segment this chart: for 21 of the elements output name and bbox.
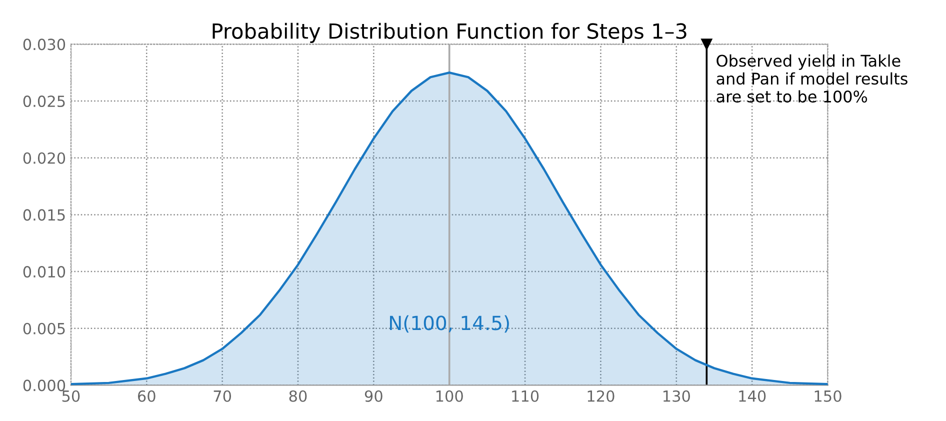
y-tick-label: 0.030 (23, 38, 66, 50)
x-tick-label: 80 (289, 390, 307, 402)
x-tick-label: 50 (62, 390, 80, 402)
x-tick-label: 70 (214, 390, 232, 402)
y-tick-label: 0.005 (23, 322, 65, 334)
x-tick-label: 130 (663, 390, 690, 402)
y-tick-label: 0.020 (23, 152, 66, 164)
y-tick-label: 0.010 (23, 266, 66, 278)
x-tick-label: 100 (436, 390, 463, 402)
x-tick-label: 120 (588, 390, 614, 402)
x-tick-label: 140 (739, 390, 766, 402)
x-tick-label: 90 (364, 390, 382, 402)
ref-line-label: Observed yield in Takle and Pan if model results are set to be 100% (716, 54, 908, 103)
x-tick-label: 60 (138, 390, 156, 402)
annotation: N(100, 14.5) (390, 315, 509, 333)
chart-title: Probability Distribution Function for Steps 1–3 (212, 22, 686, 43)
y-tick-label: 0.025 (23, 96, 65, 108)
x-tick-label: 150 (814, 390, 842, 402)
x-tick-label: 110 (512, 390, 539, 402)
y-tick-label: 0.015 (23, 209, 65, 221)
y-tick-label: 0.000 (23, 380, 66, 392)
